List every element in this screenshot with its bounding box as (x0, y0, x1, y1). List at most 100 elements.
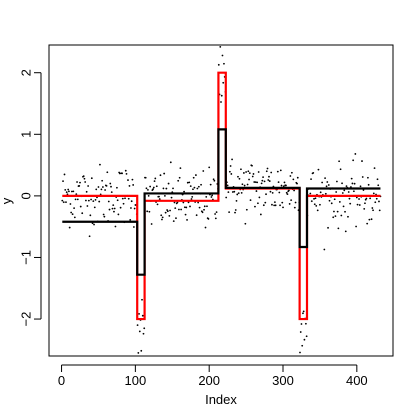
data-point (338, 160, 341, 163)
data-point (116, 186, 118, 189)
data-point (355, 196, 358, 199)
data-point (140, 349, 143, 352)
data-point (145, 187, 148, 190)
data-point (299, 351, 301, 354)
data-point (288, 203, 291, 205)
data-point (122, 202, 125, 205)
data-point (189, 205, 191, 208)
data-point (131, 178, 134, 181)
data-point (162, 187, 165, 190)
data-point (264, 201, 267, 204)
data-point (370, 218, 373, 221)
data-point (101, 186, 104, 188)
data-point (321, 181, 324, 184)
data-point (273, 204, 276, 207)
data-point (197, 185, 200, 188)
data-point (161, 218, 163, 221)
data-point (183, 190, 185, 193)
data-point (253, 181, 256, 183)
data-point (142, 332, 145, 335)
data-point (193, 186, 196, 189)
data-point (195, 214, 198, 217)
data-point (144, 176, 147, 179)
data-point (290, 199, 293, 202)
data-point (182, 201, 185, 204)
data-point (75, 193, 78, 195)
data-point (328, 199, 331, 202)
data-point (89, 214, 92, 217)
data-point (277, 181, 280, 183)
data-point (223, 62, 225, 65)
data-point (107, 200, 110, 203)
data-point (136, 324, 139, 327)
data-point (143, 327, 146, 330)
data-point (324, 192, 327, 195)
data-point (203, 205, 206, 208)
data-point (219, 45, 222, 48)
data-point (190, 198, 193, 200)
data-point (234, 211, 236, 214)
data-point (130, 207, 132, 209)
data-point (72, 190, 75, 193)
data-point (245, 171, 248, 173)
data-point (301, 344, 304, 347)
data-point (304, 322, 307, 325)
data-point (138, 312, 140, 315)
data-point (117, 213, 120, 216)
data-point (110, 185, 112, 188)
data-point (359, 185, 362, 188)
data-point (178, 208, 180, 211)
data-point (196, 187, 199, 190)
data-point (285, 184, 287, 187)
data-point (355, 225, 357, 228)
data-point (74, 198, 77, 201)
data-point (220, 101, 222, 103)
data-point (192, 188, 194, 191)
data-point (242, 172, 245, 174)
data-point (296, 176, 299, 179)
data-point (168, 214, 171, 217)
data-point (76, 198, 79, 201)
data-point (108, 208, 111, 211)
data-point (211, 194, 214, 197)
data-point (100, 188, 103, 191)
scatter-points (61, 45, 382, 354)
data-point (112, 204, 115, 206)
plot-frame (48, 44, 394, 357)
data-point (111, 207, 114, 210)
data-point (186, 181, 189, 184)
data-point (292, 178, 295, 181)
data-point (330, 202, 333, 205)
data-point (79, 205, 82, 208)
data-point (92, 200, 95, 203)
data-point (226, 184, 229, 187)
data-point (323, 248, 326, 251)
data-point (267, 179, 270, 181)
data-point (299, 331, 302, 333)
data-point (227, 191, 230, 194)
data-point (197, 201, 200, 204)
estimate-step-line (62, 128, 381, 276)
data-point (76, 181, 78, 183)
data-point (113, 207, 116, 210)
data-point (369, 197, 372, 200)
data-point (350, 177, 353, 180)
data-point (99, 163, 101, 166)
data-point (205, 195, 208, 198)
data-point (233, 190, 236, 193)
data-point (240, 168, 242, 171)
x-axis-title: Index (205, 392, 237, 407)
data-point (62, 180, 64, 183)
data-point (326, 181, 329, 183)
data-point (333, 210, 335, 213)
data-point (102, 213, 105, 216)
data-point (327, 184, 330, 186)
series-lines (62, 71, 381, 321)
truth-step-line (62, 71, 381, 321)
data-point (87, 185, 90, 187)
data-point (338, 201, 341, 203)
data-point (265, 193, 267, 196)
data-point (183, 206, 186, 209)
data-point (339, 168, 342, 171)
